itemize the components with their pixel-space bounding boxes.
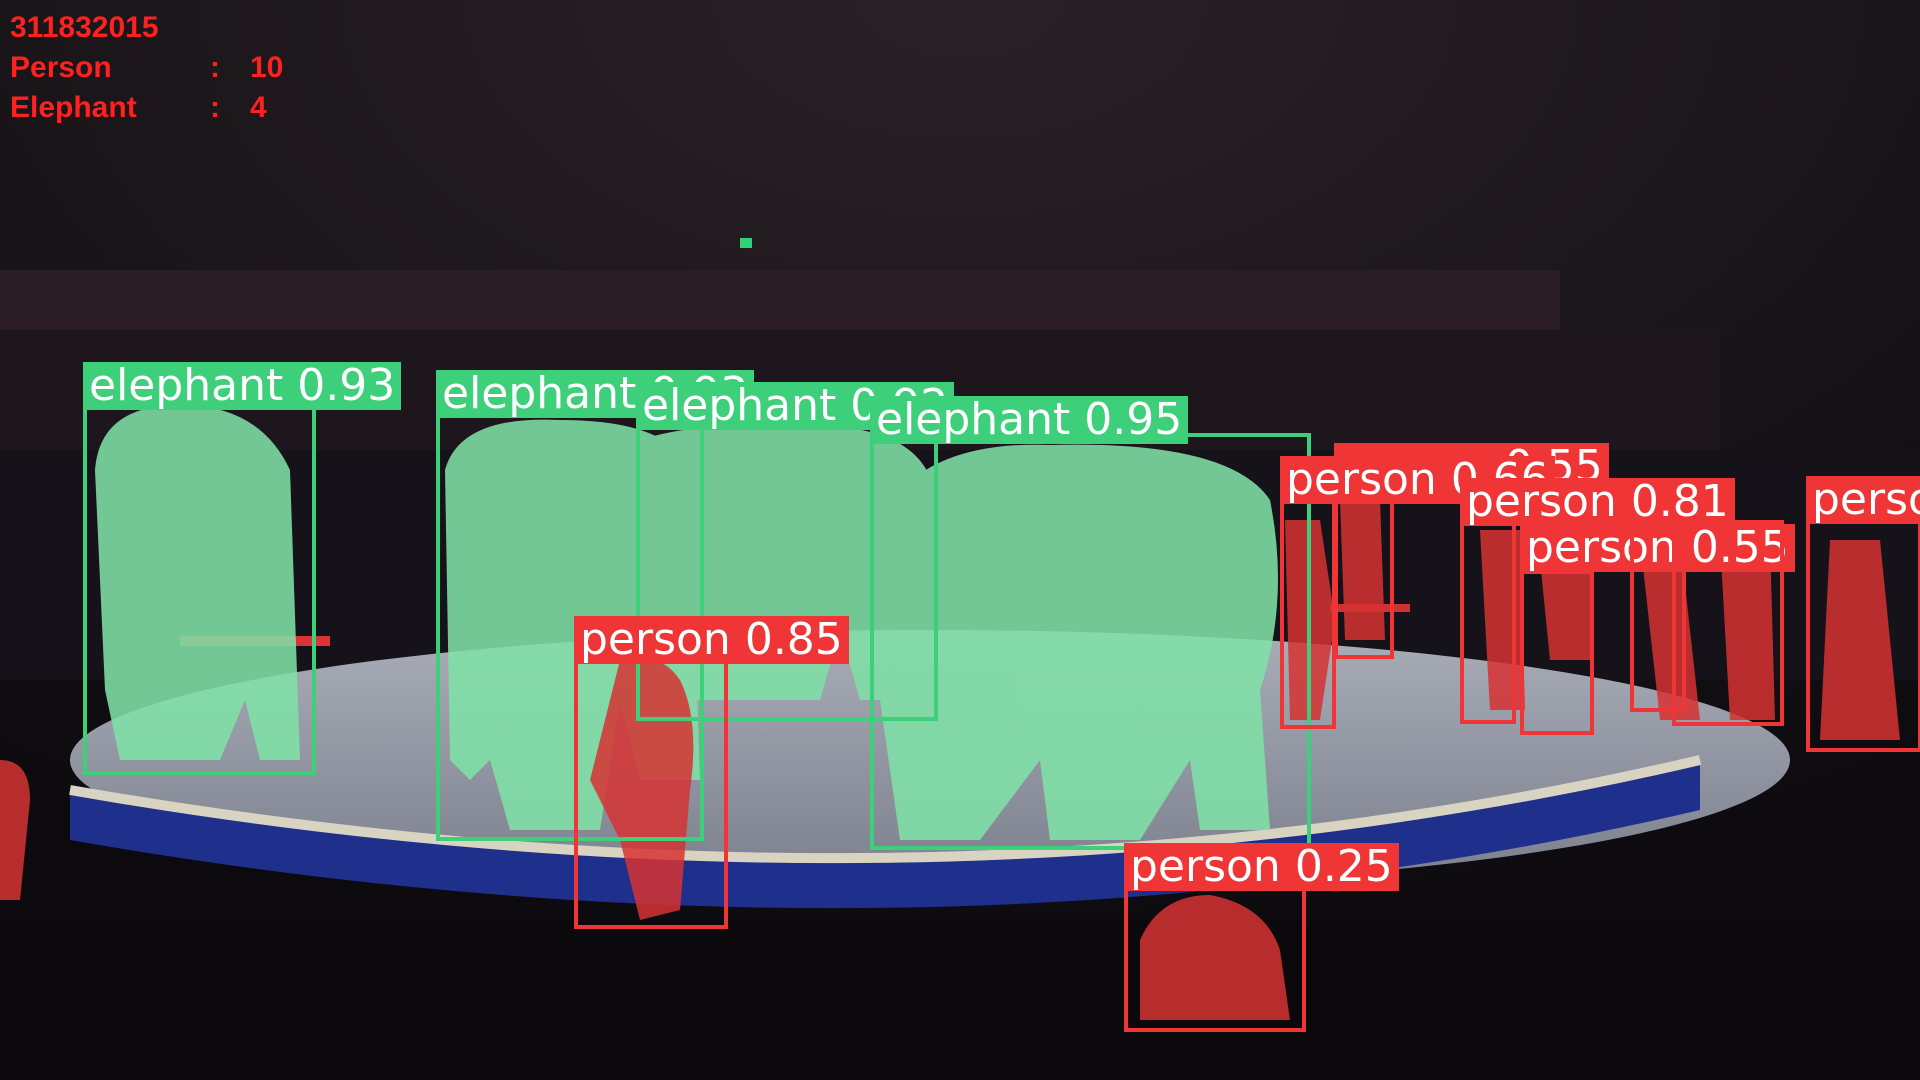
person-detection-label: person 0.25 [1124, 843, 1399, 891]
person-detection-label: person 0.81 [1460, 478, 1735, 526]
stands-row [0, 270, 1560, 330]
elephant-bounding-box [83, 403, 316, 775]
elephant-count-row: Elephant : 4 [10, 88, 283, 128]
person-bounding-box [1334, 484, 1394, 659]
person-bounding-box [1280, 498, 1336, 729]
person-bounding-box [1630, 520, 1686, 712]
elephant-detection-label: elephant 0.93 [83, 362, 402, 410]
elephant-count-separator: : [210, 91, 220, 124]
elephant-bounding-box [870, 433, 1311, 850]
person-bounding-box [1124, 887, 1306, 1032]
person-count-value: 10 [250, 51, 284, 84]
person-count-row: Person : 10 [10, 48, 283, 88]
person-bounding-box [574, 657, 728, 929]
person-detection-label: person 0.85 [574, 616, 849, 664]
person-bounding-box [1460, 520, 1516, 724]
audience-foreground [0, 920, 1920, 1080]
person-detection-label: person 0.6 [1806, 476, 1920, 524]
detection-counter-hud: 311832015 Person : 10 Elephant : 4 [10, 8, 283, 128]
person-count-label: Person [10, 51, 112, 84]
exit-sign [740, 238, 752, 248]
elephant-count-label: Elephant [10, 91, 137, 124]
person-bounding-box [1520, 570, 1594, 735]
person-masks [0, 500, 1900, 1020]
elephant-count-value: 4 [250, 91, 267, 124]
frame-id: 311832015 [10, 11, 159, 44]
person-bounding-box [1806, 520, 1920, 752]
person-bounding-box [1672, 520, 1784, 726]
elephant-detection-label: elephant 0.95 [870, 396, 1189, 444]
person-detection-label: person 0.55 [1520, 524, 1795, 572]
person-count-separator: : [210, 51, 220, 84]
